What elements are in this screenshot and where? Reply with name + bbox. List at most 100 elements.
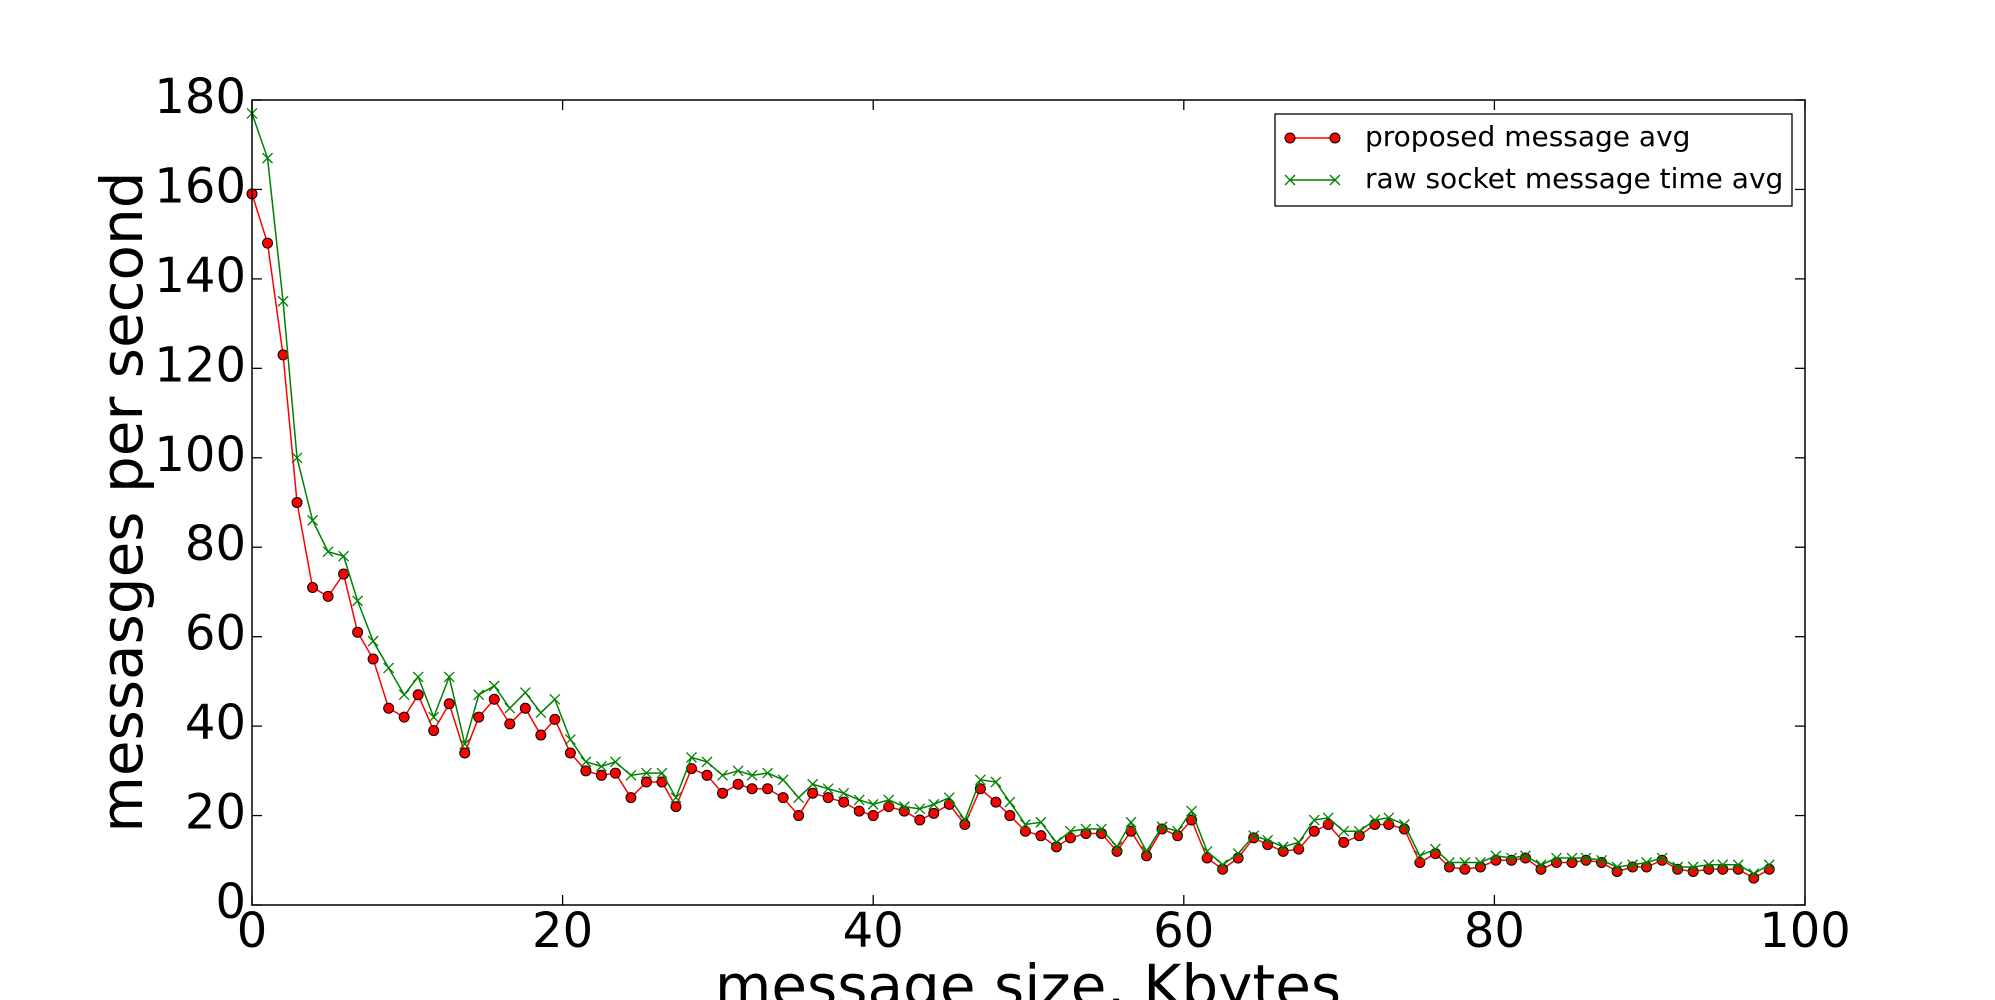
point xyxy=(1277,841,1289,853)
point xyxy=(322,590,334,602)
point xyxy=(717,787,729,799)
y-tick-label: 80 xyxy=(185,516,246,572)
y-tick-label: 140 xyxy=(154,248,246,304)
x-tick-label: 80 xyxy=(1464,903,1525,959)
point xyxy=(777,774,789,786)
x-tick-label: 40 xyxy=(843,903,904,959)
point xyxy=(412,671,424,683)
series-line xyxy=(251,113,1770,875)
point xyxy=(1308,825,1320,837)
point xyxy=(838,787,850,799)
point xyxy=(352,626,364,638)
point xyxy=(504,718,516,730)
point xyxy=(1703,859,1715,871)
point xyxy=(428,725,440,737)
y-tick-label: 100 xyxy=(154,427,246,483)
point xyxy=(1248,832,1260,844)
point xyxy=(291,452,303,464)
point xyxy=(535,729,547,741)
point xyxy=(1763,863,1775,875)
point xyxy=(1096,823,1107,835)
point xyxy=(1672,861,1684,873)
point xyxy=(914,814,926,826)
point xyxy=(383,702,395,714)
point xyxy=(580,765,592,777)
point xyxy=(1186,805,1198,817)
point xyxy=(1383,819,1395,830)
point xyxy=(1506,852,1517,864)
point xyxy=(1050,841,1062,853)
point xyxy=(807,778,819,790)
point xyxy=(443,698,455,710)
point xyxy=(1125,816,1137,828)
point xyxy=(1353,825,1365,837)
point xyxy=(338,568,350,580)
y-tick-label: 120 xyxy=(154,337,246,393)
point xyxy=(338,550,350,562)
point xyxy=(1429,843,1441,855)
point xyxy=(838,796,850,808)
y-axis-label: messasges per second xyxy=(88,171,156,832)
point xyxy=(793,792,805,804)
point xyxy=(1535,863,1547,875)
point xyxy=(1329,132,1341,144)
point xyxy=(1308,814,1320,826)
point xyxy=(1459,863,1471,875)
point xyxy=(1111,841,1123,853)
point xyxy=(701,769,713,781)
point xyxy=(732,778,744,790)
point xyxy=(519,687,531,699)
point xyxy=(1353,830,1365,842)
point xyxy=(1580,854,1592,866)
point xyxy=(443,671,455,683)
point xyxy=(1004,796,1016,808)
point xyxy=(1474,857,1486,868)
point xyxy=(1141,845,1152,857)
point xyxy=(914,803,926,815)
point xyxy=(822,792,834,804)
point xyxy=(473,689,485,701)
point xyxy=(1566,852,1578,864)
series-line xyxy=(251,193,1770,880)
point xyxy=(1474,861,1486,873)
point xyxy=(1172,830,1184,842)
point xyxy=(262,152,273,164)
point xyxy=(701,756,713,768)
point xyxy=(307,514,319,526)
point xyxy=(762,767,774,779)
point xyxy=(641,767,652,779)
point xyxy=(1443,857,1455,868)
point xyxy=(867,810,879,822)
point xyxy=(580,756,592,768)
plot-frame xyxy=(251,99,1806,906)
point xyxy=(853,805,865,817)
point xyxy=(1414,850,1426,862)
y-tick-label: 0 xyxy=(215,874,246,930)
point xyxy=(1383,812,1395,824)
legend-label: raw socket message time avg xyxy=(1365,162,1783,195)
point xyxy=(277,349,289,361)
point xyxy=(459,738,471,750)
point xyxy=(488,693,500,705)
point xyxy=(1201,845,1213,857)
point xyxy=(1322,819,1334,830)
point xyxy=(383,662,395,674)
point xyxy=(564,734,576,745)
point xyxy=(974,774,986,786)
point xyxy=(1443,861,1455,873)
point xyxy=(1248,830,1260,842)
point xyxy=(943,792,955,804)
y-tick-label: 60 xyxy=(185,606,246,662)
point xyxy=(1322,812,1334,824)
point xyxy=(1217,859,1229,871)
point xyxy=(1172,825,1184,837)
point xyxy=(1551,852,1562,864)
point xyxy=(1369,814,1381,826)
point xyxy=(1732,863,1744,875)
point xyxy=(1019,819,1031,830)
point xyxy=(277,295,289,307)
point xyxy=(1156,821,1168,833)
point xyxy=(291,497,303,508)
point xyxy=(1580,852,1592,864)
y-tick-label: 160 xyxy=(154,158,246,214)
